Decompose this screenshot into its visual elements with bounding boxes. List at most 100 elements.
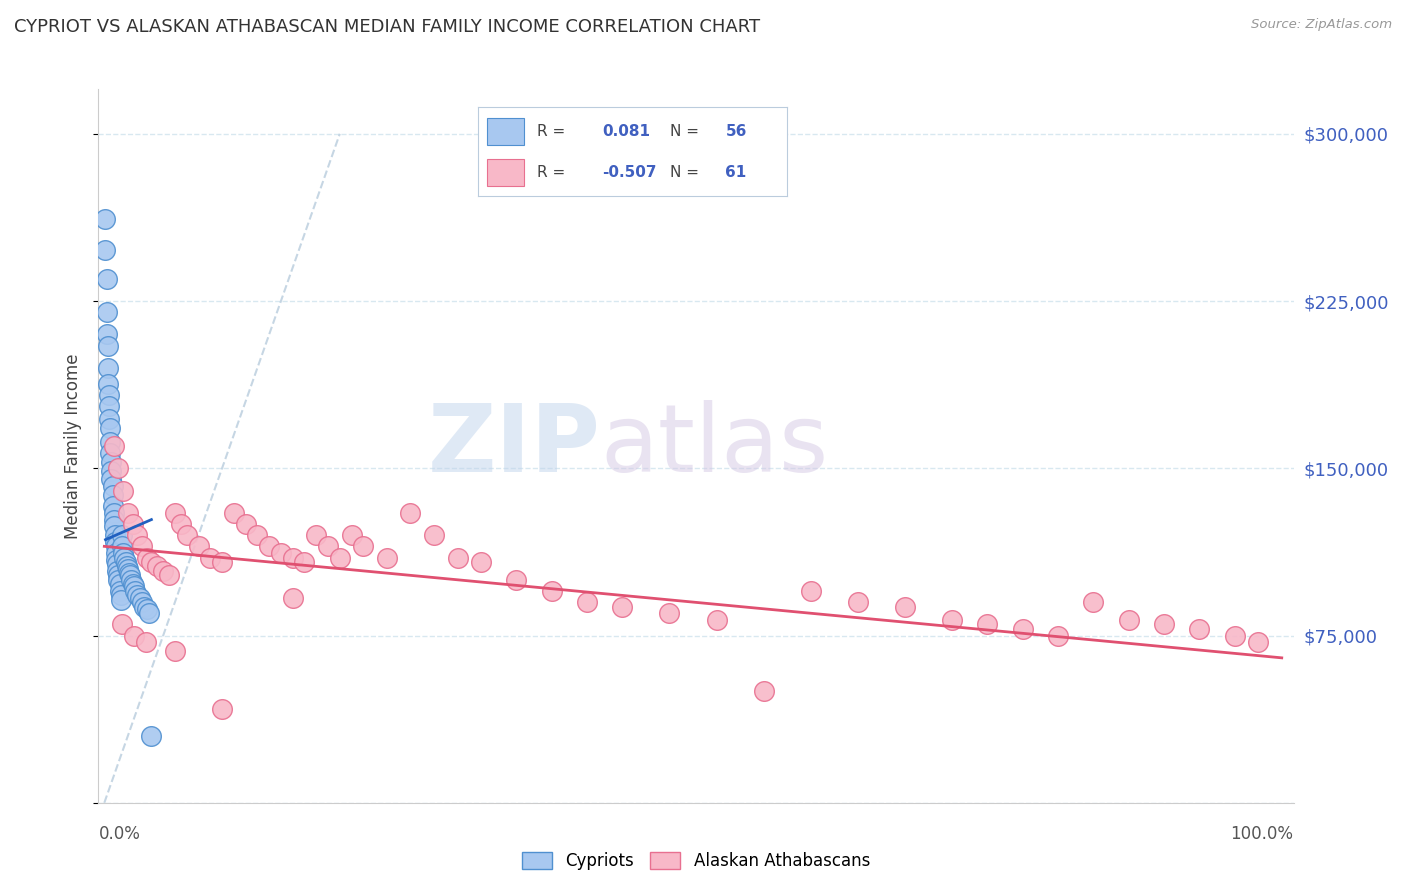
- Point: [97, 360, 120, 375]
- Point: [612, 599, 634, 614]
- Text: R =: R =: [537, 165, 565, 179]
- Point: [235, 517, 257, 532]
- Point: [100, 464, 122, 478]
- Point: [104, 534, 127, 549]
- Point: [141, 555, 163, 569]
- Text: 100.0%: 100.0%: [1230, 825, 1294, 843]
- Point: [115, 559, 138, 574]
- Point: [138, 607, 160, 621]
- Point: [176, 528, 198, 542]
- Point: [800, 583, 823, 598]
- Point: [98, 387, 121, 401]
- Point: [105, 564, 128, 578]
- Point: [107, 461, 129, 475]
- Text: Source: ZipAtlas.com: Source: ZipAtlas.com: [1251, 18, 1392, 31]
- Point: [107, 573, 129, 587]
- Point: [97, 376, 120, 391]
- Point: [446, 550, 468, 565]
- Point: [329, 550, 352, 565]
- Point: [505, 573, 527, 587]
- Point: [103, 519, 125, 533]
- Point: [941, 613, 963, 627]
- Point: [187, 539, 209, 553]
- Point: [1188, 622, 1211, 636]
- Point: [222, 506, 245, 520]
- Point: [104, 528, 127, 542]
- Point: [122, 628, 145, 642]
- Point: [103, 439, 125, 453]
- Point: [316, 539, 339, 553]
- Point: [98, 412, 121, 426]
- Point: [96, 327, 118, 342]
- Bar: [488, 118, 524, 145]
- Point: [112, 546, 135, 560]
- Point: [157, 568, 180, 582]
- Point: [423, 528, 446, 542]
- Point: [103, 506, 125, 520]
- Point: [540, 583, 562, 598]
- Point: [111, 528, 134, 542]
- Point: [134, 635, 156, 649]
- Text: 56: 56: [725, 124, 747, 138]
- Point: [141, 729, 163, 743]
- Point: [1118, 613, 1140, 627]
- Point: [294, 555, 316, 569]
- Point: [281, 550, 304, 565]
- Point: [103, 512, 125, 526]
- Point: [352, 539, 374, 553]
- Point: [1011, 622, 1033, 636]
- Point: [1047, 628, 1070, 642]
- Text: 61: 61: [725, 165, 747, 179]
- Point: [121, 517, 143, 532]
- Point: [135, 601, 157, 615]
- Point: [163, 506, 186, 520]
- Point: [1153, 617, 1175, 632]
- Point: [98, 434, 121, 449]
- Point: [108, 583, 131, 598]
- Point: [170, 517, 193, 532]
- Point: [200, 550, 222, 565]
- Point: [131, 539, 153, 553]
- Point: [305, 528, 328, 542]
- Point: [118, 566, 141, 580]
- Point: [98, 399, 121, 413]
- Point: [270, 546, 292, 560]
- Point: [120, 573, 142, 587]
- Point: [105, 557, 128, 572]
- Point: [131, 595, 153, 609]
- Text: N =: N =: [669, 165, 699, 179]
- Point: [101, 488, 124, 502]
- Y-axis label: Median Family Income: Median Family Income: [63, 353, 82, 539]
- Point: [94, 243, 117, 257]
- Text: ZIP: ZIP: [427, 400, 600, 492]
- Point: [111, 539, 134, 553]
- Point: [98, 446, 121, 460]
- Point: [211, 555, 233, 569]
- Point: [100, 473, 122, 487]
- Text: 0.0%: 0.0%: [98, 825, 141, 843]
- Text: R =: R =: [537, 124, 565, 138]
- Point: [105, 539, 128, 553]
- Point: [94, 211, 117, 226]
- Point: [112, 550, 135, 565]
- Point: [100, 454, 122, 469]
- Point: [127, 528, 149, 542]
- Point: [112, 483, 135, 498]
- Point: [976, 617, 998, 632]
- Point: [105, 546, 128, 560]
- Point: [152, 564, 174, 578]
- Point: [101, 500, 124, 514]
- Text: CYPRIOT VS ALASKAN ATHABASCAN MEDIAN FAMILY INCOME CORRELATION CHART: CYPRIOT VS ALASKAN ATHABASCAN MEDIAN FAM…: [14, 18, 761, 36]
- Point: [134, 599, 156, 614]
- Text: atlas: atlas: [600, 400, 828, 492]
- Text: -0.507: -0.507: [602, 165, 657, 179]
- Text: 0.081: 0.081: [602, 124, 650, 138]
- Point: [146, 559, 169, 574]
- Point: [257, 539, 280, 553]
- Point: [127, 589, 149, 603]
- Bar: [488, 159, 524, 186]
- Point: [135, 550, 157, 565]
- Point: [706, 613, 728, 627]
- Point: [120, 568, 142, 582]
- Point: [281, 591, 304, 605]
